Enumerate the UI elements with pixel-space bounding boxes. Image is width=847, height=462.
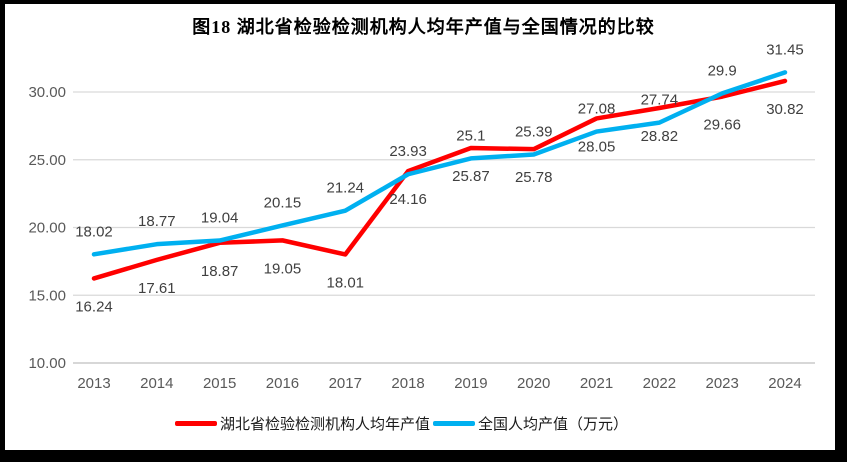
legend-label-national: 全国人均产值（万元） <box>478 417 629 433</box>
svg-text:2014: 2014 <box>140 375 173 392</box>
svg-text:25.1: 25.1 <box>456 127 485 144</box>
svg-text:2016: 2016 <box>266 375 299 392</box>
legend: 湖北省检验检测机构人均年产值 全国人均产值（万元） <box>0 413 825 434</box>
svg-text:2015: 2015 <box>203 375 236 392</box>
svg-text:25.39: 25.39 <box>515 123 553 140</box>
svg-text:2024: 2024 <box>768 375 801 392</box>
svg-text:25.87: 25.87 <box>452 168 490 185</box>
svg-text:27.08: 27.08 <box>578 101 616 118</box>
svg-text:18.77: 18.77 <box>138 213 176 230</box>
svg-text:28.82: 28.82 <box>641 128 679 145</box>
svg-text:18.87: 18.87 <box>201 263 239 280</box>
svg-text:2019: 2019 <box>454 375 487 392</box>
svg-text:16.24: 16.24 <box>75 298 113 315</box>
svg-text:30.00: 30.00 <box>28 84 66 101</box>
svg-text:19.04: 19.04 <box>201 210 239 227</box>
svg-text:25.00: 25.00 <box>28 152 66 169</box>
svg-text:30.82: 30.82 <box>766 101 804 118</box>
svg-text:2023: 2023 <box>705 375 738 392</box>
svg-text:19.05: 19.05 <box>264 260 302 277</box>
svg-text:20.15: 20.15 <box>264 194 302 211</box>
legend-label-hubei: 湖北省检验检测机构人均年产值 <box>219 417 430 433</box>
svg-text:18.02: 18.02 <box>75 223 113 240</box>
svg-text:31.45: 31.45 <box>766 41 804 58</box>
svg-text:2022: 2022 <box>643 375 676 392</box>
legend-item-hubei: 湖北省检验检测机构人均年产值 <box>174 413 430 434</box>
svg-text:18.01: 18.01 <box>326 274 364 291</box>
svg-text:2017: 2017 <box>329 375 362 392</box>
legend-marker-hubei-red-line <box>174 421 217 426</box>
legend-item-national: 全国人均产值（万元） <box>433 413 628 434</box>
svg-text:2018: 2018 <box>391 375 424 392</box>
svg-text:10.00: 10.00 <box>28 355 66 372</box>
svg-text:29.9: 29.9 <box>708 62 737 79</box>
svg-text:29.66: 29.66 <box>703 117 741 134</box>
svg-text:20.00: 20.00 <box>28 220 66 237</box>
svg-text:25.78: 25.78 <box>515 169 553 186</box>
svg-text:28.05: 28.05 <box>578 138 616 155</box>
chart-title: 图18 湖北省检验检测机构人均年产值与全国情况的比较 <box>192 17 655 37</box>
svg-text:23.93: 23.93 <box>389 143 427 160</box>
svg-text:27.74: 27.74 <box>641 92 679 109</box>
svg-text:24.16: 24.16 <box>389 191 427 208</box>
legend-marker-national-blue-line <box>433 421 475 426</box>
svg-text:15.00: 15.00 <box>28 287 66 304</box>
svg-text:2013: 2013 <box>77 375 110 392</box>
svg-text:17.61: 17.61 <box>138 280 176 297</box>
svg-text:21.24: 21.24 <box>326 180 364 197</box>
svg-text:2020: 2020 <box>517 375 550 392</box>
svg-text:2021: 2021 <box>580 375 613 392</box>
